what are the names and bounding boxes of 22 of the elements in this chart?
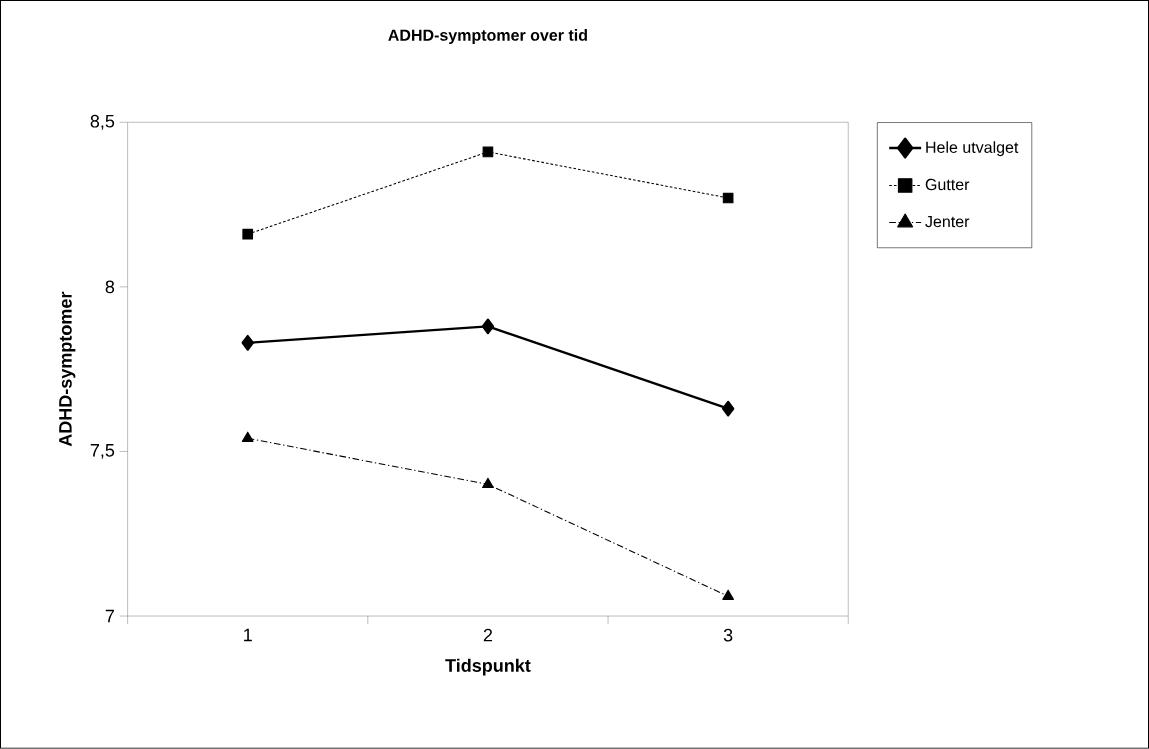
point bbox=[721, 400, 735, 417]
x-tick-label: 2 bbox=[483, 628, 493, 642]
y-tick-label: 7,5 bbox=[90, 444, 115, 459]
point bbox=[241, 431, 254, 443]
point bbox=[481, 318, 495, 335]
x-tick-label: 1 bbox=[244, 628, 252, 642]
point bbox=[722, 589, 734, 601]
x-tick-label: 3 bbox=[723, 628, 733, 642]
point bbox=[482, 146, 494, 158]
point bbox=[482, 477, 494, 489]
legend-label: Jenter bbox=[925, 216, 970, 228]
point bbox=[722, 192, 734, 204]
chart-title: ADHD-symptomer over tid bbox=[388, 29, 587, 45]
point bbox=[241, 335, 254, 351]
point bbox=[242, 229, 254, 240]
y-tick-label: 8,5 bbox=[90, 115, 115, 130]
y-tick-label: 8 bbox=[105, 280, 115, 294]
y-tick-label: 7 bbox=[105, 610, 114, 623]
x-axis-title: Tidspunkt bbox=[445, 658, 531, 676]
legend-label: Gutter bbox=[925, 179, 970, 191]
y-axis-title: ADHD-symptomer bbox=[59, 292, 76, 447]
legend-label: Hele utvalget bbox=[926, 141, 1019, 157]
